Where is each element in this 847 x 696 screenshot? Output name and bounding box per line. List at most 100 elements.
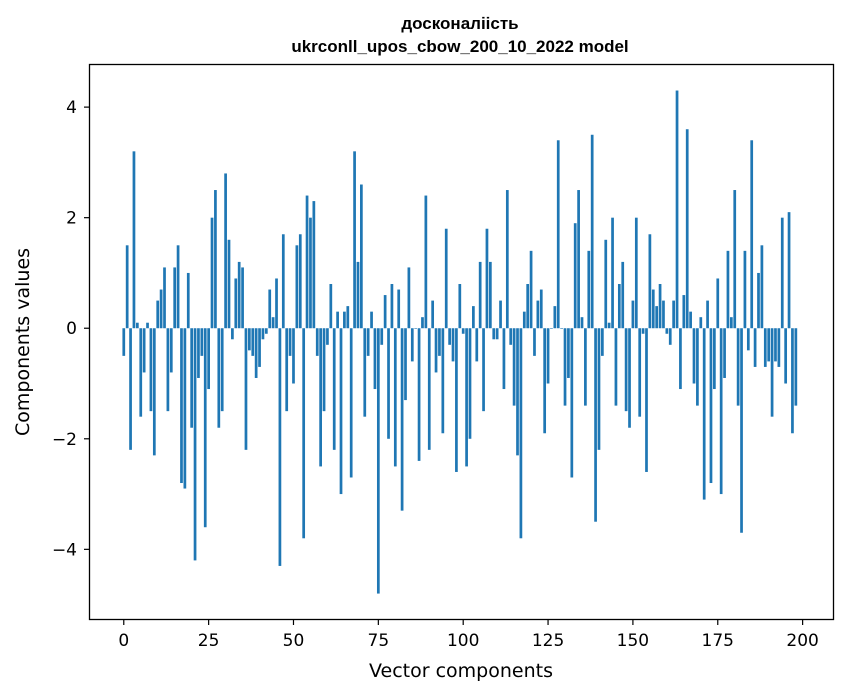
bar — [672, 300, 675, 329]
bar — [743, 250, 747, 329]
bar — [193, 328, 197, 561]
bar — [682, 295, 686, 329]
y-axis-ticks: −4 −2 0 2 4 — [52, 98, 90, 560]
bar — [400, 328, 404, 511]
bar — [200, 328, 204, 356]
bar — [322, 328, 326, 412]
bar — [315, 328, 319, 356]
bar — [183, 328, 187, 489]
bar — [679, 328, 682, 390]
bar — [186, 272, 190, 329]
bar — [546, 328, 550, 384]
x-axis-ticks: 0 25 50 75 100 125 150 175 200 — [118, 619, 819, 651]
bar — [689, 311, 692, 329]
bar — [376, 328, 380, 594]
bar — [696, 328, 699, 406]
bar — [590, 134, 594, 329]
bar — [516, 328, 519, 456]
bar — [275, 278, 278, 329]
bar — [451, 328, 455, 362]
bar — [577, 190, 580, 329]
bar — [485, 228, 489, 329]
y-tick-label: 0 — [66, 319, 77, 339]
bar — [268, 289, 272, 329]
bar — [475, 328, 479, 362]
bar — [125, 245, 129, 329]
bar — [706, 300, 709, 329]
bar — [651, 289, 655, 329]
bar — [780, 217, 784, 329]
x-axis-label: Vector components — [369, 660, 553, 682]
bar — [787, 212, 791, 329]
bar — [231, 328, 234, 340]
bar — [349, 328, 353, 478]
bar — [129, 328, 132, 450]
bar — [285, 328, 289, 412]
bar — [207, 328, 210, 390]
x-tick-label: 0 — [118, 631, 129, 651]
bar — [492, 328, 496, 340]
bar — [631, 300, 635, 329]
bar — [699, 317, 703, 329]
x-tick-label: 125 — [532, 631, 564, 651]
y-tick-label: −4 — [52, 540, 77, 560]
bar — [173, 267, 177, 329]
bar — [601, 328, 604, 356]
bar — [658, 284, 662, 329]
bar — [203, 328, 207, 528]
bar — [774, 328, 777, 362]
bar — [390, 284, 394, 329]
bar — [465, 328, 468, 467]
bar — [634, 217, 638, 329]
bar — [685, 129, 689, 329]
bar — [560, 328, 563, 329]
bar — [288, 328, 292, 356]
bar — [326, 328, 329, 345]
bar — [750, 140, 754, 329]
bar — [614, 328, 618, 406]
bar — [536, 300, 540, 329]
bar — [550, 328, 553, 329]
bar — [424, 195, 428, 329]
bar — [159, 289, 163, 329]
bar — [621, 261, 625, 329]
bar — [214, 190, 217, 329]
plot-frame — [88, 63, 835, 621]
bar — [584, 328, 587, 406]
bar — [132, 151, 136, 329]
bar — [319, 328, 322, 467]
bar — [753, 328, 757, 367]
bar — [332, 328, 336, 450]
bar — [363, 328, 367, 417]
bar — [655, 306, 659, 329]
bar — [567, 328, 570, 378]
bar — [180, 328, 183, 484]
bar — [624, 328, 628, 412]
bar — [254, 328, 258, 378]
bar — [628, 328, 631, 428]
y-tick-label: −2 — [52, 430, 77, 450]
bar — [383, 295, 387, 329]
bar — [611, 217, 614, 329]
bar — [244, 328, 248, 450]
bar — [336, 311, 339, 329]
bar — [594, 328, 597, 522]
bar — [472, 306, 475, 329]
bar — [248, 328, 251, 351]
bar — [505, 190, 509, 329]
bar — [499, 300, 502, 329]
bar — [166, 328, 170, 412]
bar — [641, 328, 645, 334]
bar — [763, 328, 767, 367]
bar — [746, 328, 750, 351]
bar — [312, 201, 316, 329]
bar — [723, 328, 726, 378]
bar — [393, 328, 397, 467]
bar — [387, 328, 390, 439]
x-tick-label: 25 — [198, 631, 220, 651]
bar — [478, 261, 482, 329]
bar — [617, 284, 621, 329]
bar — [529, 250, 533, 329]
bar-series — [122, 90, 798, 594]
x-tick-label: 100 — [447, 631, 479, 651]
